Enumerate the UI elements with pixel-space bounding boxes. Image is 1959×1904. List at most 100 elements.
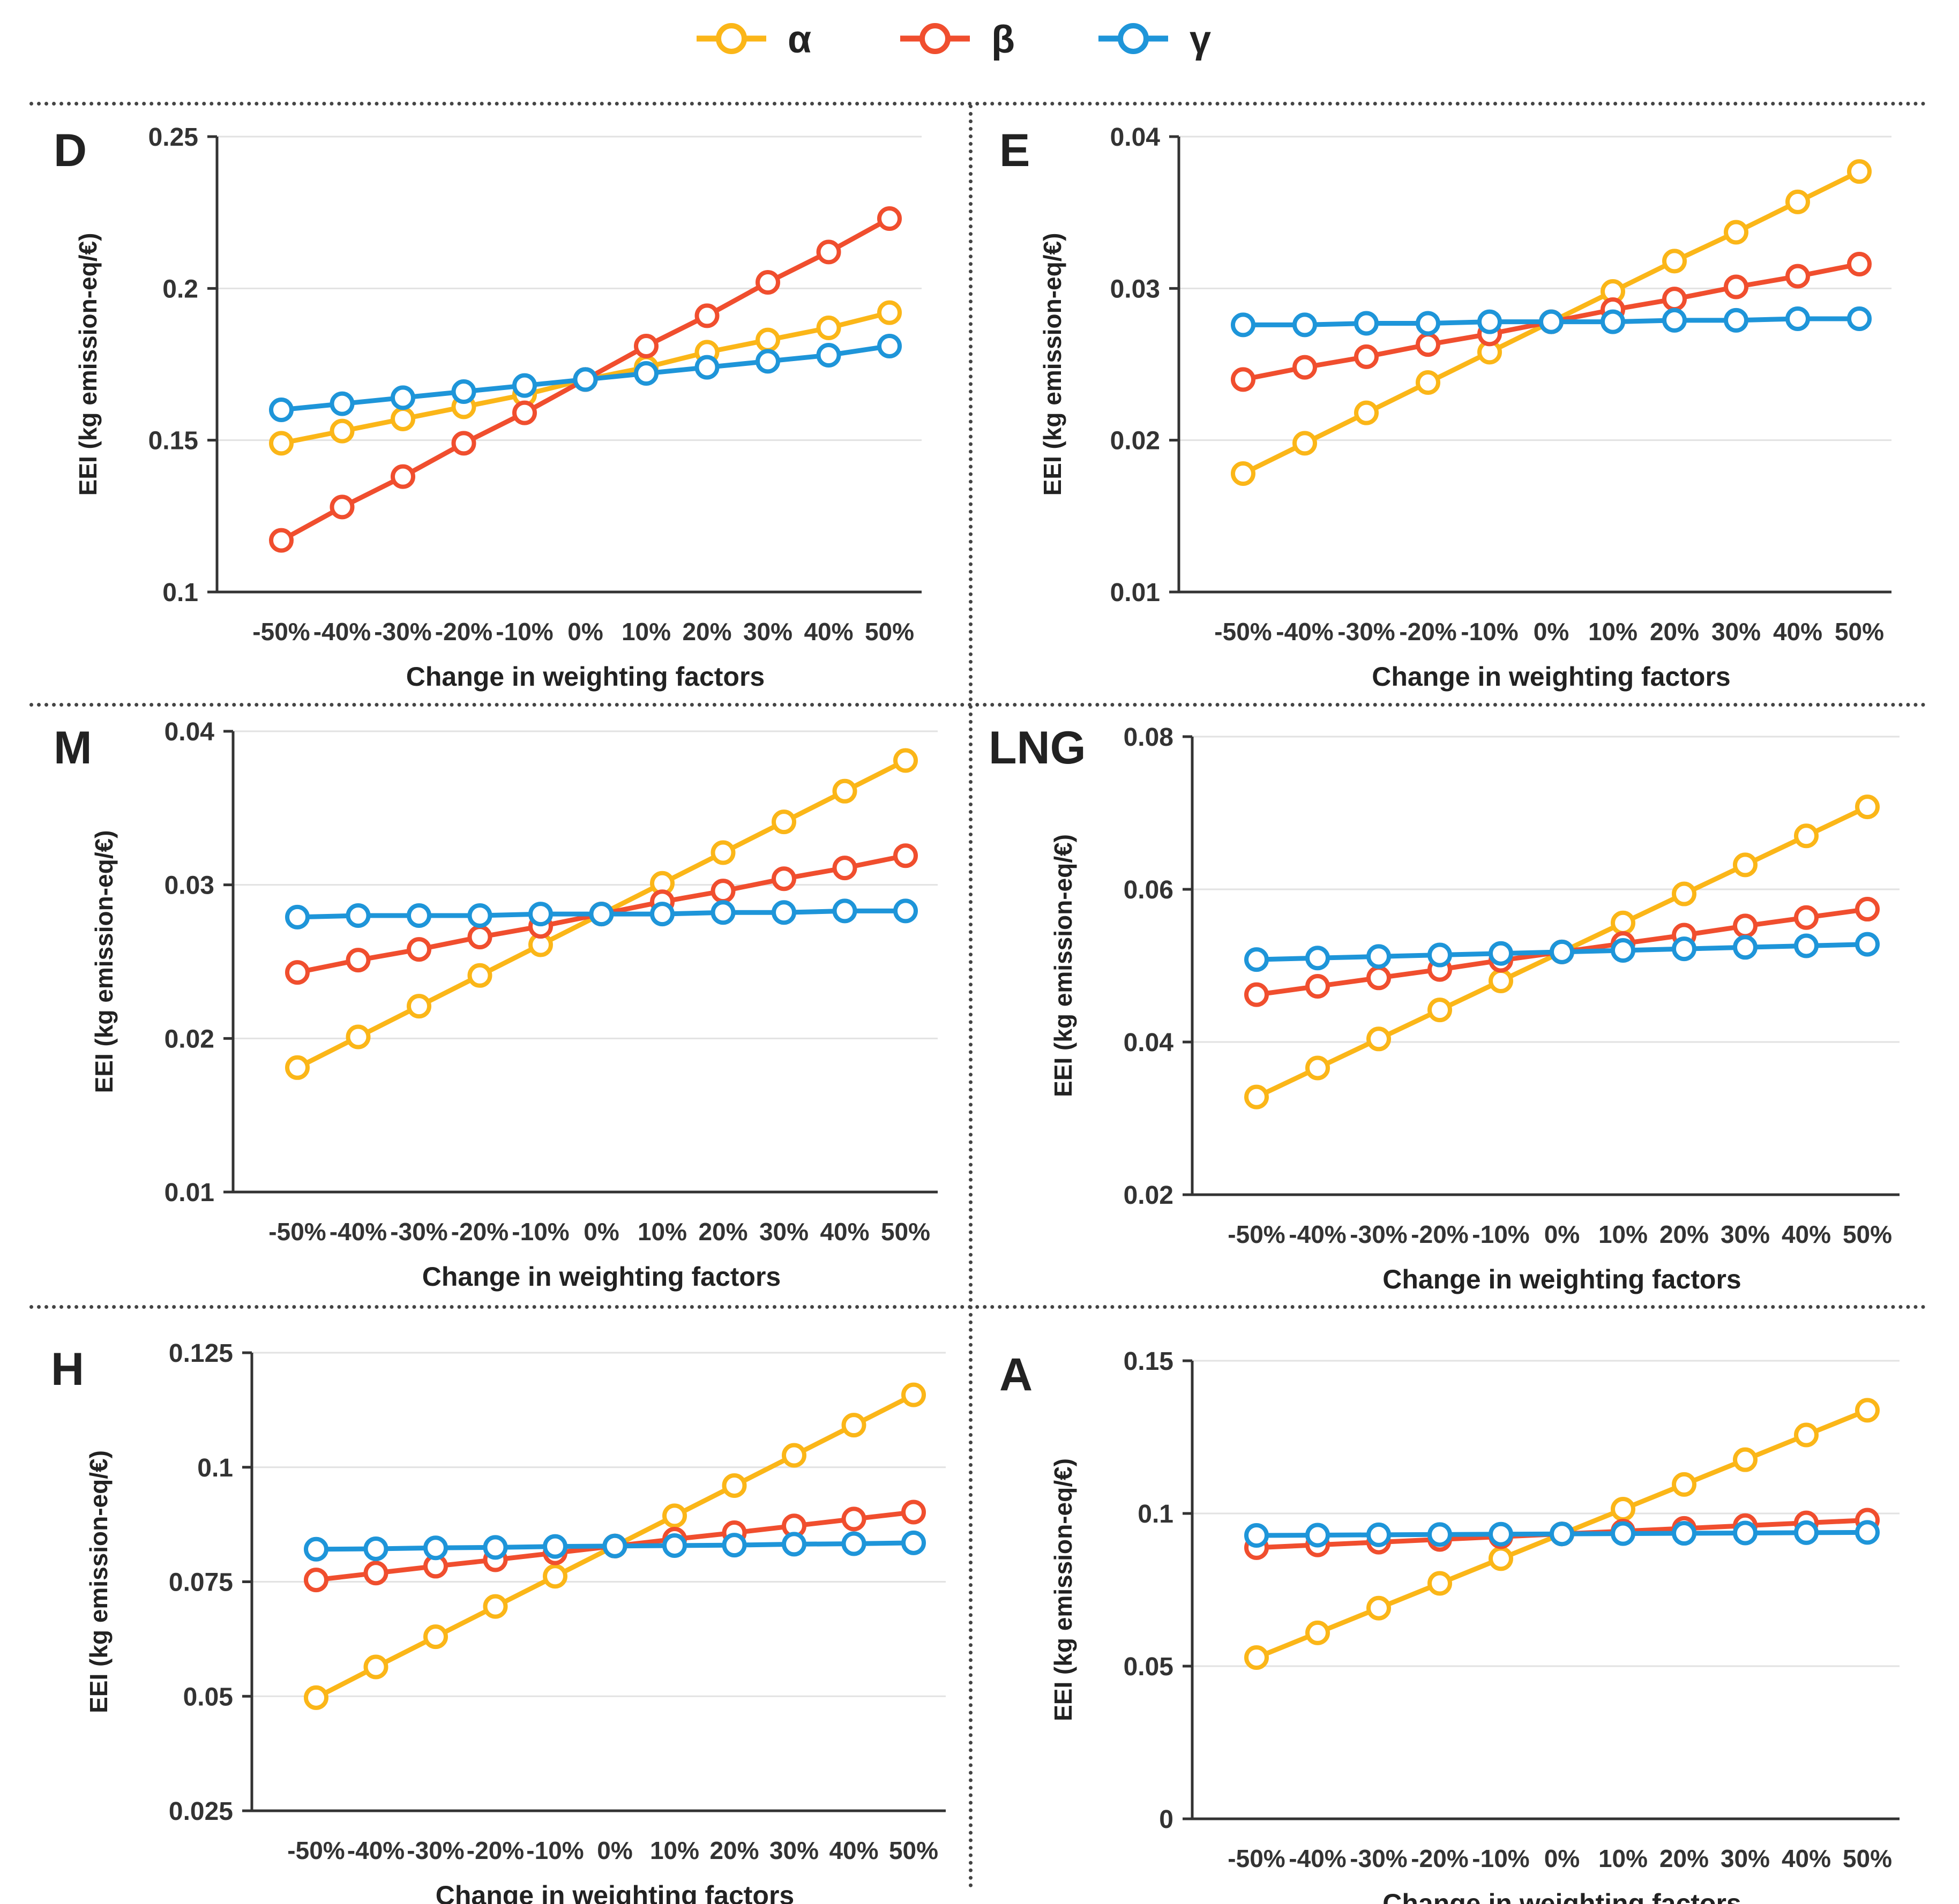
x-tick-label: 50% [865,618,914,646]
data-point [1354,311,1379,336]
data-point [304,1568,328,1593]
data-point [1733,1447,1758,1472]
data-point [711,840,736,865]
data-point [1366,1530,1391,1555]
data-point [1354,400,1379,425]
data-point [573,367,598,392]
x-tick-label: 50% [1843,1220,1892,1248]
data-point [1794,905,1819,930]
data-point [512,400,537,425]
x-tick-label: -40% [1289,1845,1346,1872]
y-tick-label: 0.15 [1124,1347,1173,1376]
y-axis-label: EEI (kg emission-eq/€) [74,233,102,496]
x-axis-label: Change in weighting factors [1372,662,1730,692]
x-tick-label: 10% [1598,1220,1648,1248]
data-point [467,963,492,988]
data-point [1855,1520,1880,1545]
series-line [1255,805,1868,1099]
series-line [1242,169,1860,476]
data-point [650,889,675,914]
data-point [285,960,310,985]
x-tick-label: -10% [526,1836,584,1864]
data-point [877,206,902,231]
data-point [893,843,918,868]
data-point [1292,431,1317,456]
x-axis-label: Change in weighting factors [406,662,765,692]
data-point [1601,279,1625,304]
data-point [756,349,780,374]
y-tick-label: 0.15 [148,427,198,455]
data-point [269,398,294,422]
data-point [1231,312,1255,338]
data-point [1539,309,1564,334]
data-point [782,1443,806,1468]
data-point [423,1554,448,1579]
data-point [573,367,598,392]
data-point [772,866,796,891]
x-tick-label: -50% [252,618,310,646]
data-point [346,1024,371,1050]
data-point [1733,913,1758,939]
data-point [1601,309,1625,334]
y-tick-label: 0.04 [1124,1029,1174,1057]
x-axis-label: Change in weighting factors [1382,1888,1741,1904]
x-tick-label: -20% [1399,618,1456,646]
data-point [1292,312,1317,338]
panel-label: D [54,125,87,176]
y-tick-label: 0.1 [197,1454,233,1482]
data-point [893,748,918,773]
data-point [1785,189,1810,214]
data-point [346,903,371,928]
series-β [1244,897,1880,1007]
row-divider-1 [29,102,1926,106]
data-point [1550,1521,1574,1547]
series-γ [1244,1520,1880,1548]
data-point [1427,998,1452,1023]
x-tick-label: 0% [1534,618,1569,646]
x-tick-label: 30% [1721,1220,1770,1248]
panel-label: H [51,1344,84,1395]
x-tick-label: 0% [597,1836,632,1864]
y-axis-label: EEI (kg emission-eq/€) [90,830,118,1093]
y-tick-label: 0.05 [1124,1653,1173,1681]
data-point [1489,1546,1513,1571]
data-point [512,382,537,407]
x-tick-label: -30% [1337,618,1395,646]
data-point [650,902,675,927]
y-tick-label: 0.01 [165,1179,214,1207]
data-point [363,1536,388,1561]
y-tick-label: 0.125 [169,1339,233,1368]
x-tick-label: -30% [390,1218,447,1246]
x-tick-label: 40% [804,618,853,646]
data-point [1855,897,1880,922]
data-point [528,914,553,939]
data-point [1416,311,1440,336]
data-point [816,316,841,340]
data-point [1785,264,1810,289]
data-point [901,1500,926,1525]
data-point [1672,1472,1696,1497]
data-point [602,1533,627,1558]
y-tick-label: 0.2 [162,275,198,303]
series-line [1256,906,1868,998]
series-γ [1244,932,1880,972]
y-axis-label: EEI (kg emission-eq/€) [85,1450,113,1713]
data-point [877,300,902,325]
x-tick-label: -30% [374,618,431,646]
x-tick-label: -20% [1411,1220,1468,1248]
panel-A: A 0 0.05 0.1 0.15 -50% -40% -30% -20% -10% 0% 10% 20… [999,1347,1900,1904]
data-point [1366,944,1391,969]
data-point [1855,932,1880,957]
series-α [1244,794,1880,1110]
y-tick-label: 0.08 [1124,723,1173,752]
legend-item-2: β [900,18,1015,61]
data-point [1416,370,1440,395]
x-axis-label: Change in weighting factors [436,1880,794,1904]
data-point [694,355,720,380]
data-point [1794,1422,1819,1448]
data-point [1427,1527,1452,1552]
data-point [1354,344,1379,369]
data-point [816,239,841,265]
data-point [451,379,476,404]
